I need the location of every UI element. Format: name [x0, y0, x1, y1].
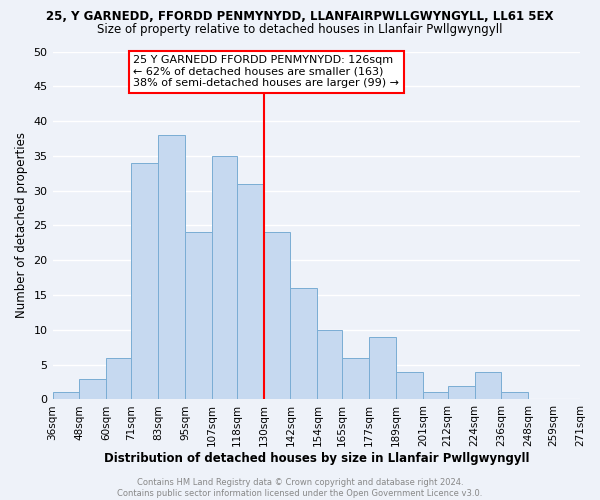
- Bar: [131, 163, 158, 400]
- Bar: [106, 358, 131, 400]
- Bar: [448, 386, 475, 400]
- Bar: [212, 156, 236, 400]
- Bar: [158, 135, 185, 400]
- Bar: [53, 392, 79, 400]
- Text: 25 Y GARNEDD FFORDD PENMYNYDD: 126sqm
← 62% of detached houses are smaller (163): 25 Y GARNEDD FFORDD PENMYNYDD: 126sqm ← …: [133, 55, 400, 88]
- Bar: [185, 232, 212, 400]
- Bar: [342, 358, 369, 400]
- Text: Contains HM Land Registry data © Crown copyright and database right 2024.
Contai: Contains HM Land Registry data © Crown c…: [118, 478, 482, 498]
- Bar: [317, 330, 342, 400]
- Bar: [502, 392, 529, 400]
- Bar: [236, 184, 263, 400]
- Text: Size of property relative to detached houses in Llanfair Pwllgwyngyll: Size of property relative to detached ho…: [97, 22, 503, 36]
- Bar: [263, 232, 290, 400]
- Bar: [396, 372, 423, 400]
- Bar: [475, 372, 502, 400]
- Bar: [423, 392, 448, 400]
- X-axis label: Distribution of detached houses by size in Llanfair Pwllgwyngyll: Distribution of detached houses by size …: [104, 452, 529, 465]
- Bar: [290, 288, 317, 400]
- Bar: [369, 337, 396, 400]
- Bar: [79, 378, 106, 400]
- Text: 25, Y GARNEDD, FFORDD PENMYNYDD, LLANFAIRPWLLGWYNGYLL, LL61 5EX: 25, Y GARNEDD, FFORDD PENMYNYDD, LLANFAI…: [46, 10, 554, 23]
- Y-axis label: Number of detached properties: Number of detached properties: [15, 132, 28, 318]
